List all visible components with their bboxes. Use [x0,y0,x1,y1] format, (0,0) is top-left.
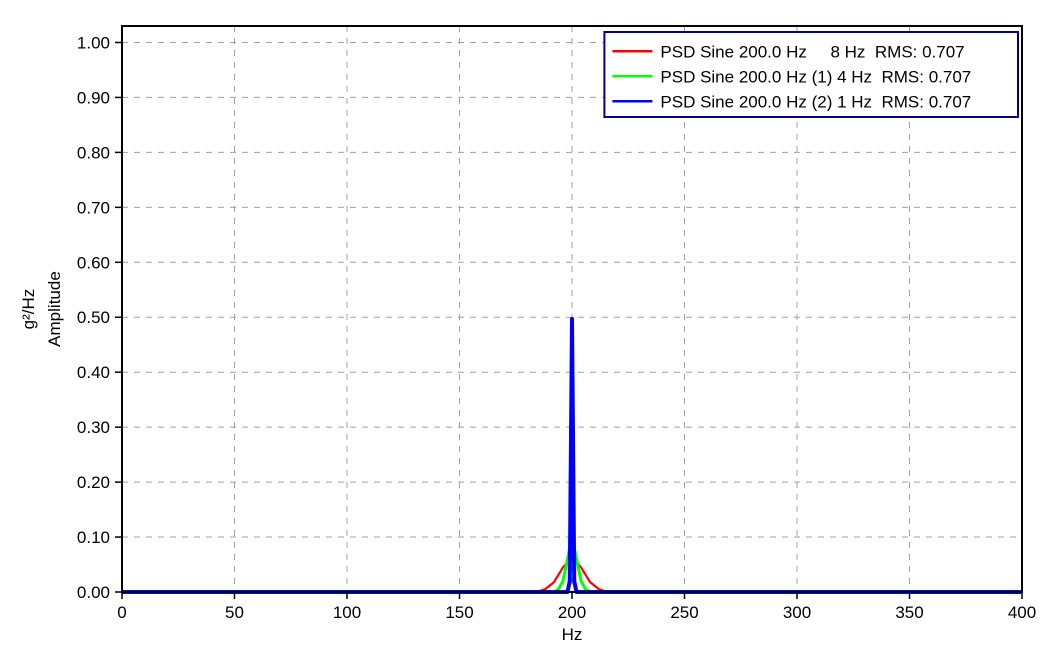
y-tick-label: 0.60 [77,253,110,272]
y-tick-label: 0.70 [77,198,110,217]
y-tick-label: 0.20 [77,473,110,492]
y-tick-label: 0.50 [77,308,110,327]
y-tick-label: 1.00 [77,33,110,52]
x-tick-label: 400 [1008,603,1036,622]
x-tick-label: 50 [225,603,244,622]
y-tick-label: 0.80 [77,143,110,162]
x-tick-label: 300 [783,603,811,622]
legend-label: PSD Sine 200.0 Hz (1) 4 Hz RMS: 0.707 [660,67,971,86]
x-tick-label: 100 [333,603,361,622]
x-tick-label: 150 [445,603,473,622]
y-tick-label: 0.90 [77,88,110,107]
legend-label: PSD Sine 200.0 Hz 8 Hz RMS: 0.707 [660,42,964,61]
y-tick-label: 0.00 [77,583,110,602]
x-tick-label: 200 [558,603,586,622]
x-axis-label: Hz [562,625,583,644]
psd-chart: 0 50 100 150 200 250 300 350 400 Hz 0.00 0.10 0.20 0.… [0,0,1060,669]
y-axis-label-outer: g²/Hz [19,289,38,330]
y-tick-label: 0.40 [77,363,110,382]
y-tick-label: 0.10 [77,528,110,547]
x-tick-label: 250 [670,603,698,622]
y-tick-label: 0.30 [77,418,110,437]
x-tick-label: 0 [117,603,126,622]
x-tick-label: 350 [895,603,923,622]
legend-label: PSD Sine 200.0 Hz (2) 1 Hz RMS: 0.707 [660,92,971,111]
y-axis-label-inner: Amplitude [45,271,64,347]
legend: PSD Sine 200.0 Hz 8 Hz RMS: 0.707 PSD Sin… [604,32,1018,117]
